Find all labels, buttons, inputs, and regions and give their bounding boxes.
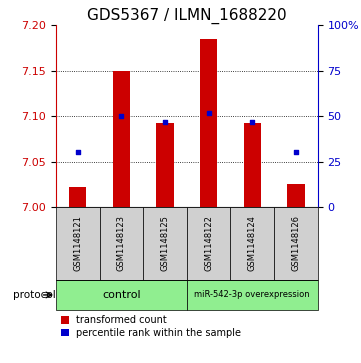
Bar xyxy=(230,207,274,280)
Point xyxy=(293,150,299,155)
Text: GSM1148124: GSM1148124 xyxy=(248,215,257,271)
Text: protocol: protocol xyxy=(13,290,56,300)
Bar xyxy=(56,207,100,280)
Text: control: control xyxy=(102,290,141,300)
Bar xyxy=(69,187,87,207)
Bar xyxy=(100,207,143,280)
Bar xyxy=(274,207,318,280)
Point xyxy=(162,119,168,125)
Text: GSM1148121: GSM1148121 xyxy=(73,215,82,271)
Text: miR-542-3p overexpression: miR-542-3p overexpression xyxy=(195,290,310,299)
Point xyxy=(75,150,81,155)
Point xyxy=(118,113,124,119)
Bar xyxy=(187,280,318,310)
Text: GSM1148125: GSM1148125 xyxy=(161,215,170,271)
Legend: transformed count, percentile rank within the sample: transformed count, percentile rank withi… xyxy=(61,315,242,338)
Bar xyxy=(244,123,261,207)
Bar xyxy=(113,71,130,207)
Point xyxy=(249,119,255,125)
Bar xyxy=(156,123,174,207)
Title: GDS5367 / ILMN_1688220: GDS5367 / ILMN_1688220 xyxy=(87,8,287,24)
Text: GSM1148123: GSM1148123 xyxy=(117,215,126,271)
Bar xyxy=(143,207,187,280)
Bar xyxy=(200,39,217,207)
Text: GSM1148122: GSM1148122 xyxy=(204,215,213,271)
Bar xyxy=(56,280,187,310)
Point xyxy=(206,110,212,115)
Bar xyxy=(187,207,230,280)
Bar xyxy=(287,184,305,207)
Text: GSM1148126: GSM1148126 xyxy=(291,215,300,271)
